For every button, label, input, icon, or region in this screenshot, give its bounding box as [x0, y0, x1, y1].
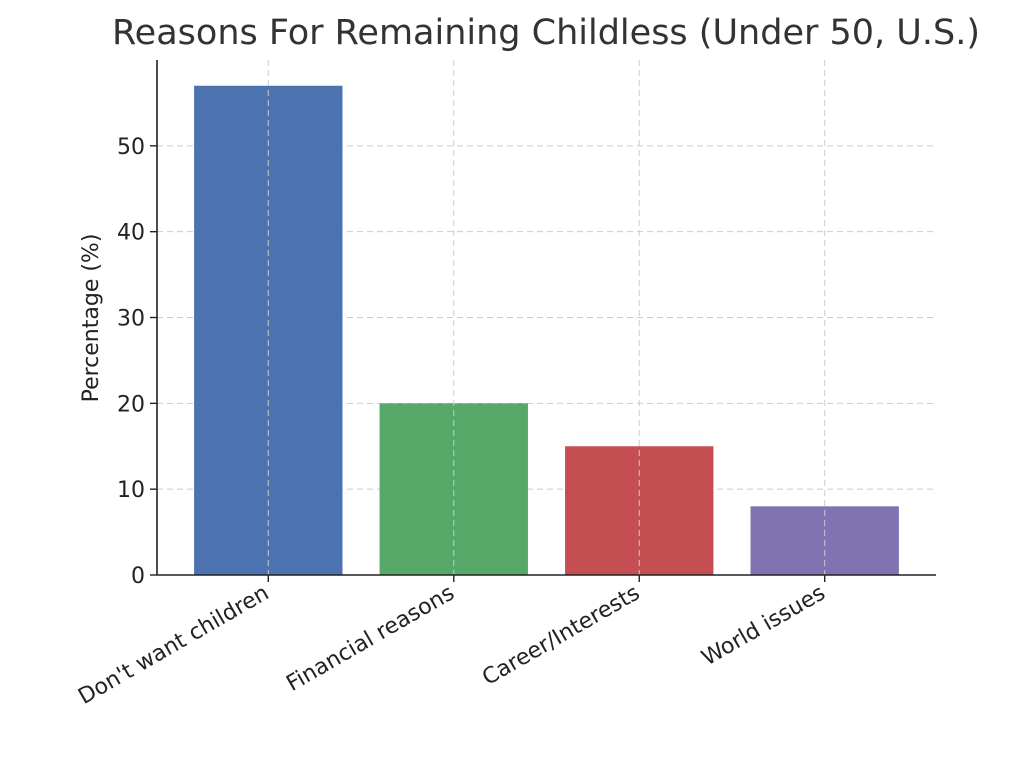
y-tick-label: 40 — [117, 221, 145, 246]
chart-title: Reasons For Remaining Childless (Under 5… — [112, 13, 980, 53]
y-axis-label: Percentage (%) — [79, 234, 104, 403]
y-tick-label: 10 — [117, 478, 145, 503]
x-tick-label: World issues — [698, 581, 830, 672]
y-tick-label: 50 — [117, 135, 145, 160]
y-tick-label: 20 — [117, 392, 145, 417]
x-tick-label: Financial reasons — [282, 581, 458, 697]
bars — [194, 85, 899, 575]
y-tick-label: 0 — [131, 564, 145, 589]
bar — [379, 403, 528, 575]
x-tick-label: Career/Interests — [478, 581, 644, 691]
y-tick-label: 30 — [117, 307, 145, 332]
x-tick-label: Don't want children — [74, 581, 273, 710]
